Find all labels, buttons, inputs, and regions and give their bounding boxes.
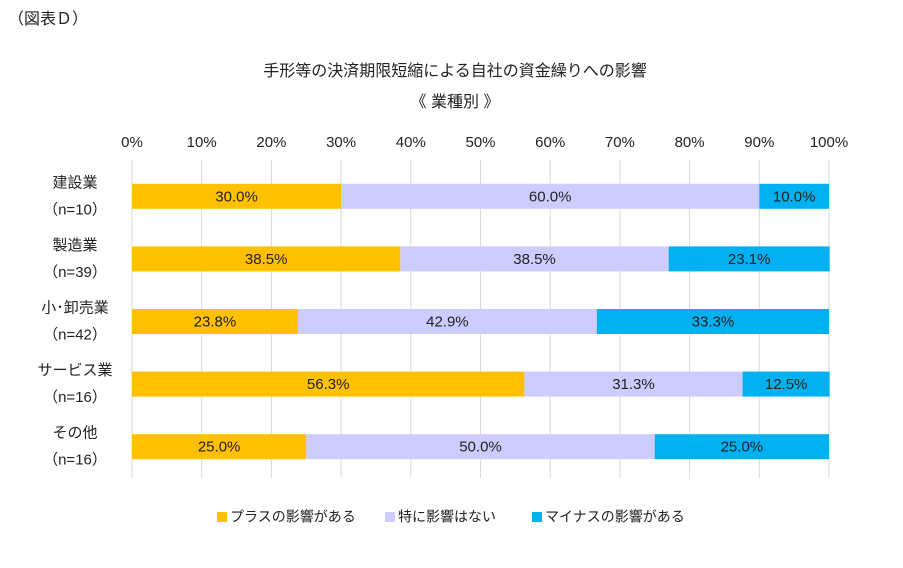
- data-label: 10.0%: [773, 188, 816, 205]
- data-label: 33.3%: [692, 313, 735, 330]
- y-tick-label: （n=10）: [43, 201, 107, 218]
- x-tick-label: 80%: [675, 134, 705, 151]
- x-tick-label: 60%: [535, 134, 565, 151]
- data-label: 38.5%: [245, 251, 288, 268]
- x-tick-label: 20%: [256, 134, 286, 151]
- header: （図表Ｄ）: [8, 10, 88, 28]
- y-tick-label: 建設業: [52, 174, 97, 191]
- data-label: 50.0%: [459, 439, 502, 456]
- legend-swatch: [385, 512, 395, 522]
- data-label: 12.5%: [765, 376, 808, 393]
- bar-segment: [306, 434, 655, 460]
- chart-title: 手形等の決済期限短縮による自社の資金繰りへの影響: [263, 62, 647, 80]
- legend-label: 特に影響はない: [398, 509, 496, 525]
- chart-subtitle: 《 業種別 》: [411, 93, 500, 111]
- y-tick-label: （n=39）: [43, 264, 107, 281]
- bar-segment: [132, 371, 525, 397]
- data-label: 25.0%: [198, 439, 241, 456]
- bar-segment: [341, 183, 760, 209]
- x-tick-label: 40%: [396, 134, 426, 151]
- x-tick-label: 30%: [326, 134, 356, 151]
- data-label: 42.9%: [426, 313, 469, 330]
- x-tick-label: 70%: [605, 134, 635, 151]
- bar-segment: [668, 246, 830, 272]
- bar-segment: [132, 434, 307, 460]
- y-tick-label: 製造業: [52, 237, 97, 254]
- x-tick-label: 0%: [121, 134, 143, 151]
- x-tick-label: 100%: [810, 134, 848, 151]
- legend-label: プラスの影響がある: [230, 509, 356, 525]
- bar-segment: [759, 183, 829, 209]
- bar-segment: [596, 309, 829, 334]
- bar-segment: [742, 371, 830, 397]
- bar-segment: [654, 434, 829, 460]
- bar-segment: [400, 246, 669, 272]
- bar-segment: [132, 309, 298, 334]
- y-tick-label: その他: [52, 425, 97, 442]
- data-label: 31.3%: [612, 376, 655, 393]
- y-tick-label: サービス業: [37, 362, 112, 379]
- legend-swatch: [217, 512, 227, 522]
- x-tick-label: 50%: [465, 134, 495, 151]
- y-tick-label: （n=16）: [43, 389, 107, 406]
- y-tick-label: 小･卸売業: [41, 299, 109, 316]
- x-tick-label: 90%: [744, 134, 774, 151]
- legend-label: マイナスの影響がある: [545, 509, 685, 525]
- bar-segment: [132, 183, 342, 209]
- data-label: 23.1%: [728, 251, 771, 268]
- data-label: 56.3%: [307, 376, 350, 393]
- data-label: 23.8%: [194, 313, 237, 330]
- bar-segment: [524, 371, 743, 397]
- y-tick-label: （n=42）: [43, 326, 107, 343]
- legend-swatch: [532, 512, 542, 522]
- data-label: 30.0%: [215, 188, 258, 205]
- data-label: 60.0%: [529, 188, 572, 205]
- data-label: 25.0%: [721, 439, 764, 456]
- bar-segment: [132, 246, 401, 272]
- x-tick-label: 10%: [187, 134, 217, 151]
- y-tick-label: （n=16）: [43, 452, 107, 469]
- data-label: 38.5%: [513, 251, 556, 268]
- bar-segment: [297, 309, 597, 334]
